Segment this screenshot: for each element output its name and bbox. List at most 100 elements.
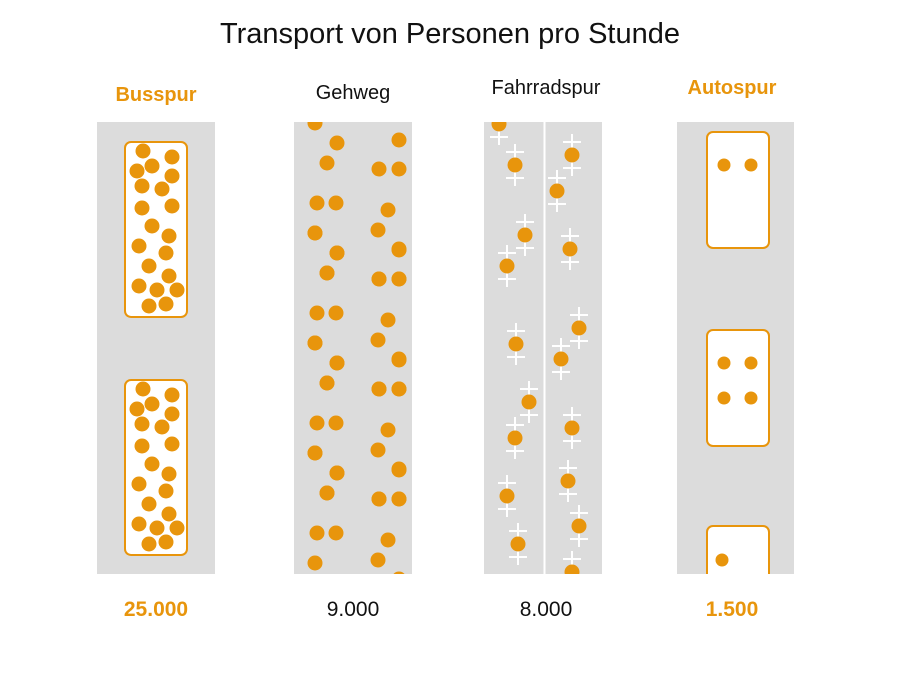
person-icon <box>508 336 524 352</box>
person-icon <box>499 488 515 504</box>
person-icon <box>391 161 407 177</box>
person-icon <box>560 473 576 489</box>
person-icon <box>307 445 323 461</box>
person-icon <box>135 381 151 397</box>
cyclist-icon <box>498 245 516 287</box>
bike-lane-content <box>490 122 588 574</box>
person-icon <box>141 536 157 552</box>
cyclist-icon <box>548 170 566 212</box>
lane-label-gehweg: Gehweg <box>316 82 391 104</box>
person-icon <box>158 483 174 499</box>
person-icon <box>319 155 335 171</box>
person-icon <box>370 442 386 458</box>
car-icon <box>706 131 770 249</box>
person-icon <box>329 355 345 371</box>
person-icon <box>144 218 160 234</box>
person-icon <box>371 491 387 507</box>
person-icon <box>131 516 147 532</box>
person-icon <box>329 245 345 261</box>
cyclist-icon <box>570 505 588 547</box>
cyclist-icon <box>563 551 581 574</box>
person-icon <box>564 420 580 436</box>
bus-icon <box>124 379 188 556</box>
person-icon <box>135 143 151 159</box>
person-icon <box>154 181 170 197</box>
person-icon <box>141 258 157 274</box>
lane-value-fahrradspur: 8.000 <box>520 598 573 621</box>
person-icon <box>141 298 157 314</box>
person-icon <box>309 195 325 211</box>
person-icon <box>391 132 407 148</box>
person-icon <box>164 198 180 214</box>
person-icon <box>164 436 180 452</box>
person-icon <box>307 335 323 351</box>
person-icon <box>370 552 386 568</box>
person-icon <box>491 122 507 132</box>
cyclist-icon <box>506 417 524 459</box>
person-icon <box>391 462 407 478</box>
person-icon <box>328 415 344 431</box>
person-icon <box>144 158 160 174</box>
person-icon <box>717 391 731 405</box>
person-icon <box>319 375 335 391</box>
person-icon <box>319 265 335 281</box>
person-icon <box>380 422 396 438</box>
person-icon <box>134 416 150 432</box>
lane-value-autospur: 1.500 <box>706 598 759 621</box>
person-icon <box>391 271 407 287</box>
person-icon <box>307 225 323 241</box>
car-icon <box>706 329 770 447</box>
person-icon <box>134 438 150 454</box>
person-icon <box>144 396 160 412</box>
person-icon <box>329 135 345 151</box>
car-lane-content <box>706 131 770 574</box>
car-body <box>706 131 770 249</box>
person-icon <box>391 381 407 397</box>
lanes-group <box>97 122 794 574</box>
cyclist-icon <box>516 214 534 256</box>
person-icon <box>521 394 537 410</box>
person-icon <box>328 195 344 211</box>
lane-fahrradspur <box>484 122 602 574</box>
person-icon <box>328 305 344 321</box>
lane-value-busspur: 25.000 <box>124 598 188 621</box>
cyclist-icon <box>509 523 527 565</box>
cyclist-icon <box>563 134 581 176</box>
chart-title: Transport von Personen pro Stunde <box>220 18 680 50</box>
cyclist-icon <box>559 460 577 502</box>
person-icon <box>161 228 177 244</box>
person-icon <box>164 168 180 184</box>
person-icon <box>134 200 150 216</box>
person-icon <box>144 456 160 472</box>
lane-labels-group: Busspur Gehweg Fahrradspur Autospur <box>115 77 776 106</box>
person-icon <box>371 271 387 287</box>
lane-label-autospur: Autospur <box>688 77 777 99</box>
person-icon <box>499 258 515 274</box>
person-icon <box>149 520 165 536</box>
cyclist-icon <box>570 307 588 349</box>
person-icon <box>131 476 147 492</box>
cyclist-icon <box>561 228 579 270</box>
person-icon <box>141 496 157 512</box>
person-icon <box>717 356 731 370</box>
person-icon <box>161 506 177 522</box>
person-icon <box>510 536 526 552</box>
person-icon <box>131 238 147 254</box>
person-icon <box>571 518 587 534</box>
person-icon <box>553 351 569 367</box>
person-icon <box>507 430 523 446</box>
cyclist-icon <box>490 122 508 145</box>
person-icon <box>307 122 323 131</box>
person-icon <box>158 296 174 312</box>
person-icon <box>158 534 174 550</box>
cyclist-icon <box>563 407 581 449</box>
person-icon <box>164 149 180 165</box>
person-icon <box>717 158 731 172</box>
person-icon <box>158 245 174 261</box>
car-body <box>706 525 770 574</box>
person-icon <box>391 491 407 507</box>
person-icon <box>309 415 325 431</box>
bus-lane-content <box>124 141 188 556</box>
person-icon <box>564 147 580 163</box>
person-icon <box>744 158 758 172</box>
